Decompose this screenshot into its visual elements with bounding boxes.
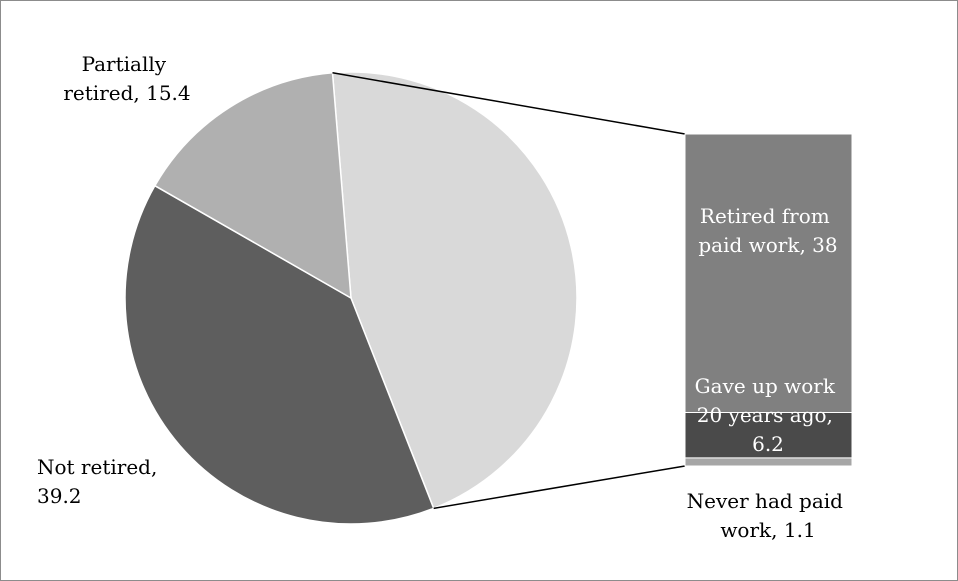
label-not-retired: Not retired, 39.2	[37, 455, 164, 508]
bar-segment-gave-up-work-20-years-ago	[684, 411, 853, 459]
label-partially-retired: Partially retired, 15.4	[63, 52, 190, 105]
stacked-bar-group	[684, 133, 853, 467]
pie-slice-partially-retired	[153, 71, 352, 300]
connector-lines	[332, 72, 686, 510]
pie-slice-other	[331, 71, 578, 510]
label-retired-from-paid-work: Retired from paid work, 38	[698, 204, 837, 257]
label-gave-up-work: Gave up work 20 years ago, 6.2	[695, 374, 842, 456]
connector-line-bottom	[433, 465, 686, 510]
label-never-had-paid-work: Never had paid work, 1.1	[687, 489, 850, 542]
bar-segment-never-had-paid-work	[684, 457, 853, 467]
connector-line-top	[332, 72, 686, 135]
pie-slice-not-retired	[124, 184, 435, 525]
pie-group	[124, 71, 578, 525]
bar-segment-retired-from-paid-work	[684, 133, 853, 413]
